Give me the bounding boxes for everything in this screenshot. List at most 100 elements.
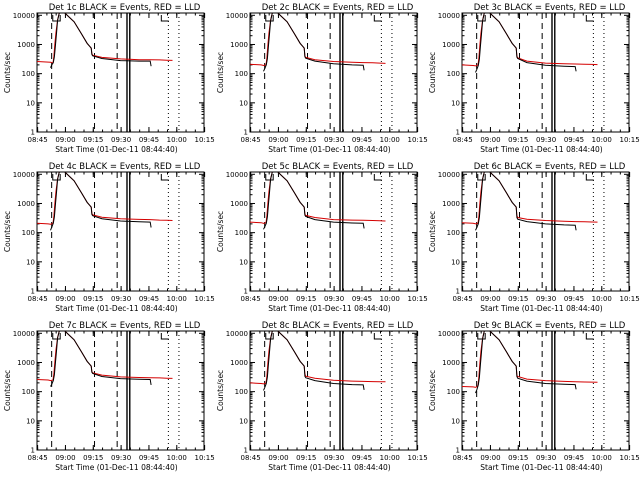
chart-panel-9: Det 9c BLACK = Events, RED = LLD 08:45 09:…	[428, 321, 640, 472]
x-tick-label: 09:45	[139, 454, 159, 462]
x-axis-label: Start Time (01-Dec-11 08:44:40)	[55, 145, 177, 154]
y-tick-label: 1000	[230, 359, 248, 367]
x-tick-label: 08:45	[28, 454, 48, 462]
x-tick-label: 10:15	[408, 136, 428, 144]
y-tick-label: 10000	[438, 330, 460, 338]
y-tick-label: 1000	[17, 41, 35, 49]
attenuator-bracket	[160, 174, 169, 181]
y-tick-label: 100	[447, 70, 460, 78]
plot-frame	[36, 171, 205, 292]
y-axis-label: Counts/sec	[428, 370, 437, 411]
chart-panel-7: Det 7c BLACK = Events, RED = LLD 08:45 09:…	[3, 321, 215, 472]
y-tick-label: 10	[239, 417, 248, 425]
plot-frame	[249, 12, 418, 133]
y-tick-label: 1000	[442, 41, 460, 49]
y-tick-label: 10	[451, 99, 460, 107]
x-tick-label: 10:15	[195, 136, 215, 144]
y-tick-label: 10000	[226, 171, 248, 179]
plot-frame	[461, 12, 630, 133]
events-rate-line	[50, 172, 152, 231]
x-tick-label: 09:30	[111, 136, 131, 144]
y-tick-label: 10	[451, 417, 460, 425]
y-tick-label: 1	[456, 129, 460, 137]
y-axis-label: Counts/sec	[216, 211, 225, 252]
chart-title: Det 4c BLACK = Events, RED = LLD	[49, 162, 201, 172]
attenuator-bracket	[477, 174, 486, 181]
events-rate-line	[263, 13, 365, 72]
chart-panel-4: Det 4c BLACK = Events, RED = LLD 08:45 09:…	[3, 162, 215, 313]
attenuator-bracket	[373, 15, 382, 22]
x-tick-label: 10:15	[408, 295, 428, 303]
chart-panel-3: Det 3c BLACK = Events, RED = LLD 08:45 09:…	[428, 3, 640, 154]
x-tick-label: 09:00	[480, 295, 500, 303]
y-tick-label: 100	[235, 388, 248, 396]
x-axis-label: Start Time (01-Dec-11 08:44:40)	[480, 463, 602, 472]
y-tick-label: 1000	[17, 200, 35, 208]
y-axis-label: Counts/sec	[428, 52, 437, 93]
x-tick-label: 09:30	[324, 454, 344, 462]
x-tick-label: 10:00	[592, 136, 612, 144]
plot-frame	[249, 330, 418, 451]
events-rate-line	[475, 172, 577, 231]
x-tick-label: 09:15	[508, 295, 528, 303]
plot-frame	[36, 330, 205, 451]
attenuator-bracket	[373, 333, 382, 340]
chart-panel-6: Det 6c BLACK = Events, RED = LLD 08:45 09:…	[428, 162, 640, 313]
attenuator-bracket	[265, 15, 274, 22]
y-tick-label: 10000	[438, 171, 460, 179]
y-tick-label: 1	[31, 129, 35, 137]
attenuator-bracket	[160, 333, 169, 340]
x-tick-label: 10:00	[380, 454, 400, 462]
x-axis-label: Start Time (01-Dec-11 08:44:40)	[480, 145, 602, 154]
x-tick-label: 09:15	[508, 136, 528, 144]
y-tick-label: 100	[22, 388, 35, 396]
x-tick-label: 09:00	[480, 454, 500, 462]
x-tick-label: 10:15	[620, 454, 640, 462]
y-tick-label: 100	[447, 229, 460, 237]
attenuator-bracket	[477, 15, 486, 22]
x-tick-label: 09:45	[564, 136, 584, 144]
chart-panel-1: Det 1c BLACK = Events, RED = LLD 08:45 09:…	[3, 3, 215, 154]
x-tick-label: 08:45	[28, 295, 48, 303]
attenuator-bracket	[52, 333, 61, 340]
x-tick-label: 09:30	[324, 136, 344, 144]
events-rate-line	[263, 331, 365, 391]
x-tick-label: 09:15	[296, 295, 316, 303]
attenuator-bracket	[265, 174, 274, 181]
y-tick-label: 10	[26, 417, 35, 425]
y-tick-label: 100	[235, 229, 248, 237]
x-tick-label: 08:45	[241, 454, 261, 462]
x-tick-label: 09:30	[536, 454, 556, 462]
x-tick-label: 09:00	[480, 136, 500, 144]
x-tick-label: 09:30	[111, 295, 131, 303]
x-tick-label: 09:30	[111, 454, 131, 462]
y-tick-label: 1000	[230, 200, 248, 208]
events-rate-line	[50, 13, 152, 68]
x-tick-label: 09:45	[352, 136, 372, 144]
chart-title: Det 8c BLACK = Events, RED = LLD	[262, 321, 414, 331]
x-tick-label: 08:45	[241, 295, 261, 303]
y-tick-label: 10	[239, 99, 248, 107]
y-tick-label: 1000	[230, 41, 248, 49]
attenuator-bracket	[265, 333, 274, 340]
x-tick-label: 09:45	[352, 295, 372, 303]
events-rate-line	[263, 172, 365, 230]
x-tick-label: 10:00	[167, 136, 187, 144]
x-tick-label: 10:15	[408, 454, 428, 462]
y-axis-label: Counts/sec	[216, 52, 225, 93]
x-axis-label: Start Time (01-Dec-11 08:44:40)	[268, 463, 390, 472]
plot-frame	[461, 330, 630, 451]
x-tick-label: 10:15	[620, 295, 640, 303]
x-tick-label: 09:00	[55, 295, 75, 303]
y-axis-label: Counts/sec	[3, 52, 12, 93]
y-tick-label: 10000	[226, 12, 248, 20]
x-tick-label: 09:00	[55, 136, 75, 144]
x-tick-label: 09:15	[83, 136, 103, 144]
chart-panel-8: Det 8c BLACK = Events, RED = LLD 08:45 09:…	[216, 321, 428, 472]
y-axis-label: Counts/sec	[216, 370, 225, 411]
x-tick-label: 10:00	[380, 136, 400, 144]
y-tick-label: 1	[456, 447, 460, 455]
attenuator-bracket	[373, 174, 382, 181]
chart-title: Det 6c BLACK = Events, RED = LLD	[474, 162, 626, 172]
